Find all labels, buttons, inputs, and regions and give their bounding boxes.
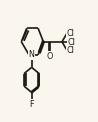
Text: N: N xyxy=(29,50,35,59)
Text: Cl: Cl xyxy=(67,46,75,56)
Text: O: O xyxy=(47,52,53,61)
Text: F: F xyxy=(29,100,34,109)
Text: Cl: Cl xyxy=(67,29,75,38)
Text: Cl: Cl xyxy=(68,38,75,47)
